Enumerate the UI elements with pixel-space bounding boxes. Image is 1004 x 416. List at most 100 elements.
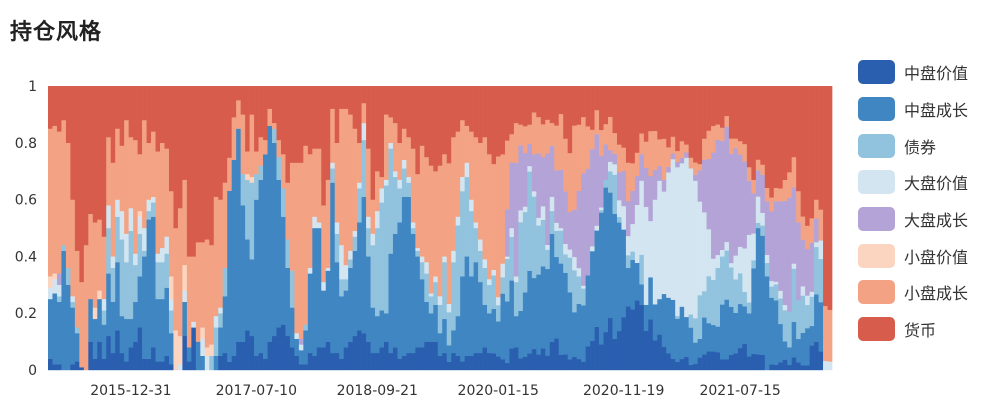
bar-segment bbox=[343, 264, 349, 280]
bar-segment bbox=[688, 364, 694, 371]
bar-segment bbox=[298, 344, 304, 351]
bar-segment bbox=[585, 126, 591, 170]
bar-segment bbox=[307, 154, 313, 268]
bar-segment bbox=[92, 318, 98, 359]
bar-segment bbox=[74, 250, 80, 328]
bar-segment bbox=[527, 86, 533, 125]
bar-segment bbox=[684, 152, 689, 158]
bar-segment bbox=[603, 124, 609, 145]
bar-segment bbox=[137, 233, 143, 277]
bar-segment bbox=[567, 249, 573, 258]
bar-segment bbox=[504, 362, 510, 371]
bar-segment bbox=[648, 277, 654, 320]
bar-segment bbox=[518, 210, 524, 223]
bar-segment bbox=[536, 274, 542, 355]
bar-segment bbox=[168, 276, 174, 300]
bar-segment bbox=[558, 228, 564, 231]
bar-segment bbox=[240, 86, 246, 115]
legend-item[interactable]: 小盘价值 bbox=[858, 237, 1004, 274]
bar-segment bbox=[751, 179, 757, 194]
bar-segment bbox=[106, 137, 112, 206]
bar-segment bbox=[451, 352, 457, 371]
legend-item[interactable]: 中盘价值 bbox=[858, 54, 1004, 91]
bar-segment bbox=[585, 86, 591, 127]
y-tick-label: 0 bbox=[28, 363, 37, 379]
bar-segment bbox=[634, 204, 640, 263]
bar-segment bbox=[746, 313, 752, 357]
legend-item[interactable]: 大盘价值 bbox=[858, 164, 1004, 201]
bar-segment bbox=[258, 86, 264, 138]
bar-segment bbox=[818, 258, 824, 303]
bar-segment bbox=[769, 211, 775, 282]
bar-segment bbox=[585, 168, 591, 276]
bar-segment bbox=[218, 327, 224, 356]
bar-segment bbox=[608, 86, 613, 117]
bar-segment bbox=[751, 86, 757, 180]
bar-segment bbox=[182, 335, 188, 371]
bar-segment bbox=[809, 345, 815, 371]
bar-segment bbox=[419, 256, 425, 263]
bar-segment bbox=[513, 162, 519, 277]
bar-segment bbox=[370, 233, 376, 246]
bar-segment bbox=[778, 298, 784, 325]
bar-segment bbox=[330, 162, 336, 169]
bar-segment bbox=[791, 157, 797, 188]
bar-segment bbox=[518, 222, 524, 312]
bar-segment bbox=[769, 197, 775, 212]
bar-segment bbox=[500, 263, 506, 278]
bar-segment bbox=[603, 144, 609, 181]
bar-segment bbox=[478, 281, 483, 354]
bar-segment bbox=[451, 86, 457, 138]
bar-segment bbox=[496, 296, 501, 306]
bar-segment bbox=[289, 307, 295, 348]
bar-segment bbox=[733, 279, 739, 313]
bar-segment bbox=[97, 341, 103, 371]
bar-segment bbox=[769, 286, 775, 298]
bar-segment bbox=[558, 230, 564, 264]
legend-item[interactable]: 中盘成长 bbox=[858, 91, 1004, 128]
bar-segment bbox=[728, 306, 734, 355]
bar-segment bbox=[728, 86, 734, 139]
legend-label: 中盘成长 bbox=[904, 101, 969, 121]
bar-segment bbox=[693, 174, 698, 181]
bar-segment bbox=[652, 304, 658, 341]
legend-item[interactable]: 债券 bbox=[858, 127, 1004, 164]
bar-segment bbox=[321, 205, 327, 283]
bar-segment bbox=[742, 343, 748, 371]
bar-segment bbox=[294, 86, 300, 163]
bar-segment bbox=[764, 254, 770, 264]
bar-segment bbox=[213, 86, 219, 197]
bar-segment bbox=[370, 307, 376, 354]
legend-swatch bbox=[858, 133, 895, 158]
bar-segment bbox=[56, 296, 62, 303]
bar-segment bbox=[625, 235, 631, 256]
bar-segment bbox=[724, 250, 730, 300]
bar-segment bbox=[392, 122, 398, 172]
bar-segment bbox=[272, 335, 277, 371]
bar-segment bbox=[769, 86, 775, 198]
bar-segment bbox=[379, 86, 385, 178]
bar-segment bbox=[643, 330, 649, 371]
legend-item[interactable]: 小盘成长 bbox=[858, 274, 1004, 311]
bar-segment bbox=[496, 86, 501, 157]
bar-segment bbox=[384, 86, 389, 115]
bar-segment bbox=[563, 354, 569, 371]
bar-segment bbox=[670, 86, 676, 137]
bar-segment bbox=[70, 296, 76, 303]
bar-segment bbox=[540, 206, 546, 220]
bar-segment bbox=[52, 279, 58, 294]
bar-segment bbox=[213, 196, 219, 317]
bar-segment bbox=[119, 210, 125, 240]
x-tick-label: 2021-07-15 bbox=[699, 383, 780, 399]
bar-segment bbox=[303, 330, 309, 365]
bar-segment bbox=[406, 352, 412, 371]
legend-item[interactable]: 大盘成长 bbox=[858, 201, 1004, 238]
legend-item[interactable]: 货币 bbox=[858, 311, 1004, 348]
bar-segment bbox=[379, 202, 385, 311]
bar-segment bbox=[527, 143, 533, 167]
bar-segment bbox=[558, 169, 564, 229]
bar-segment bbox=[397, 179, 403, 189]
bar-segment bbox=[379, 347, 385, 371]
bar-segment bbox=[128, 208, 134, 232]
bar-segment bbox=[101, 310, 107, 325]
